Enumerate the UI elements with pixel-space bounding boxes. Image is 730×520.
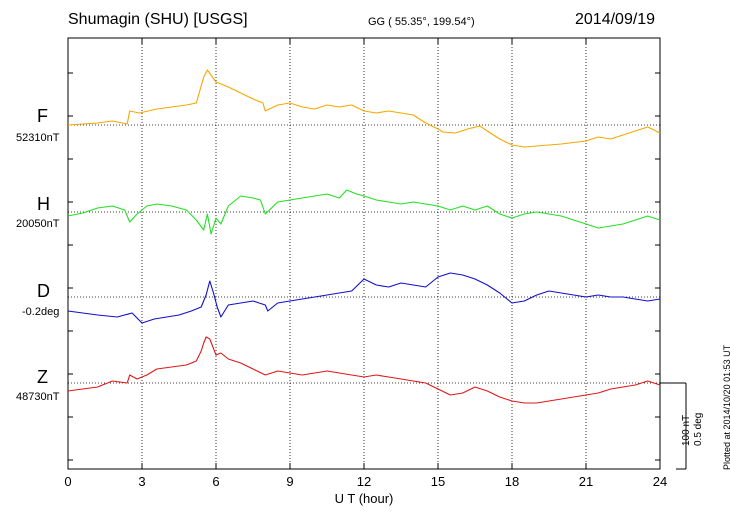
component-label-h: H	[37, 194, 50, 214]
x-tick-label-24: 24	[653, 474, 667, 489]
baseline-label-z: 48730nT	[16, 391, 60, 403]
x-tick-label-18: 18	[505, 474, 519, 489]
baseline-label-d: -0.2deg	[22, 306, 60, 318]
chart-title-coords: GG ( 55.35°, 199.54°)	[368, 16, 475, 28]
x-tick-label-12: 12	[357, 474, 371, 489]
x-tick-label-6: 6	[212, 474, 219, 489]
baseline-label-h: 20050nT	[16, 218, 60, 230]
x-tick-label-15: 15	[431, 474, 445, 489]
component-label-f: F	[37, 106, 48, 126]
series-line-h	[67, 189, 661, 235]
x-tick-label-0: 0	[64, 474, 71, 489]
component-label-d: D	[37, 281, 50, 301]
x-tick-label-9: 9	[286, 474, 293, 489]
x-axis-label: U T (hour)	[335, 491, 394, 506]
series-line-d	[67, 272, 661, 324]
x-tick-label-3: 3	[138, 474, 145, 489]
series-line-z	[67, 336, 661, 404]
series-line-f	[67, 69, 661, 148]
x-tick-label-21: 21	[579, 474, 593, 489]
chart-title-station: Shumagin (SHU) [USGS]	[68, 11, 248, 28]
baseline-label-f: 52310nT	[16, 132, 60, 144]
component-label-z: Z	[37, 367, 48, 387]
chart-title-date: 2014/09/19	[575, 11, 656, 28]
